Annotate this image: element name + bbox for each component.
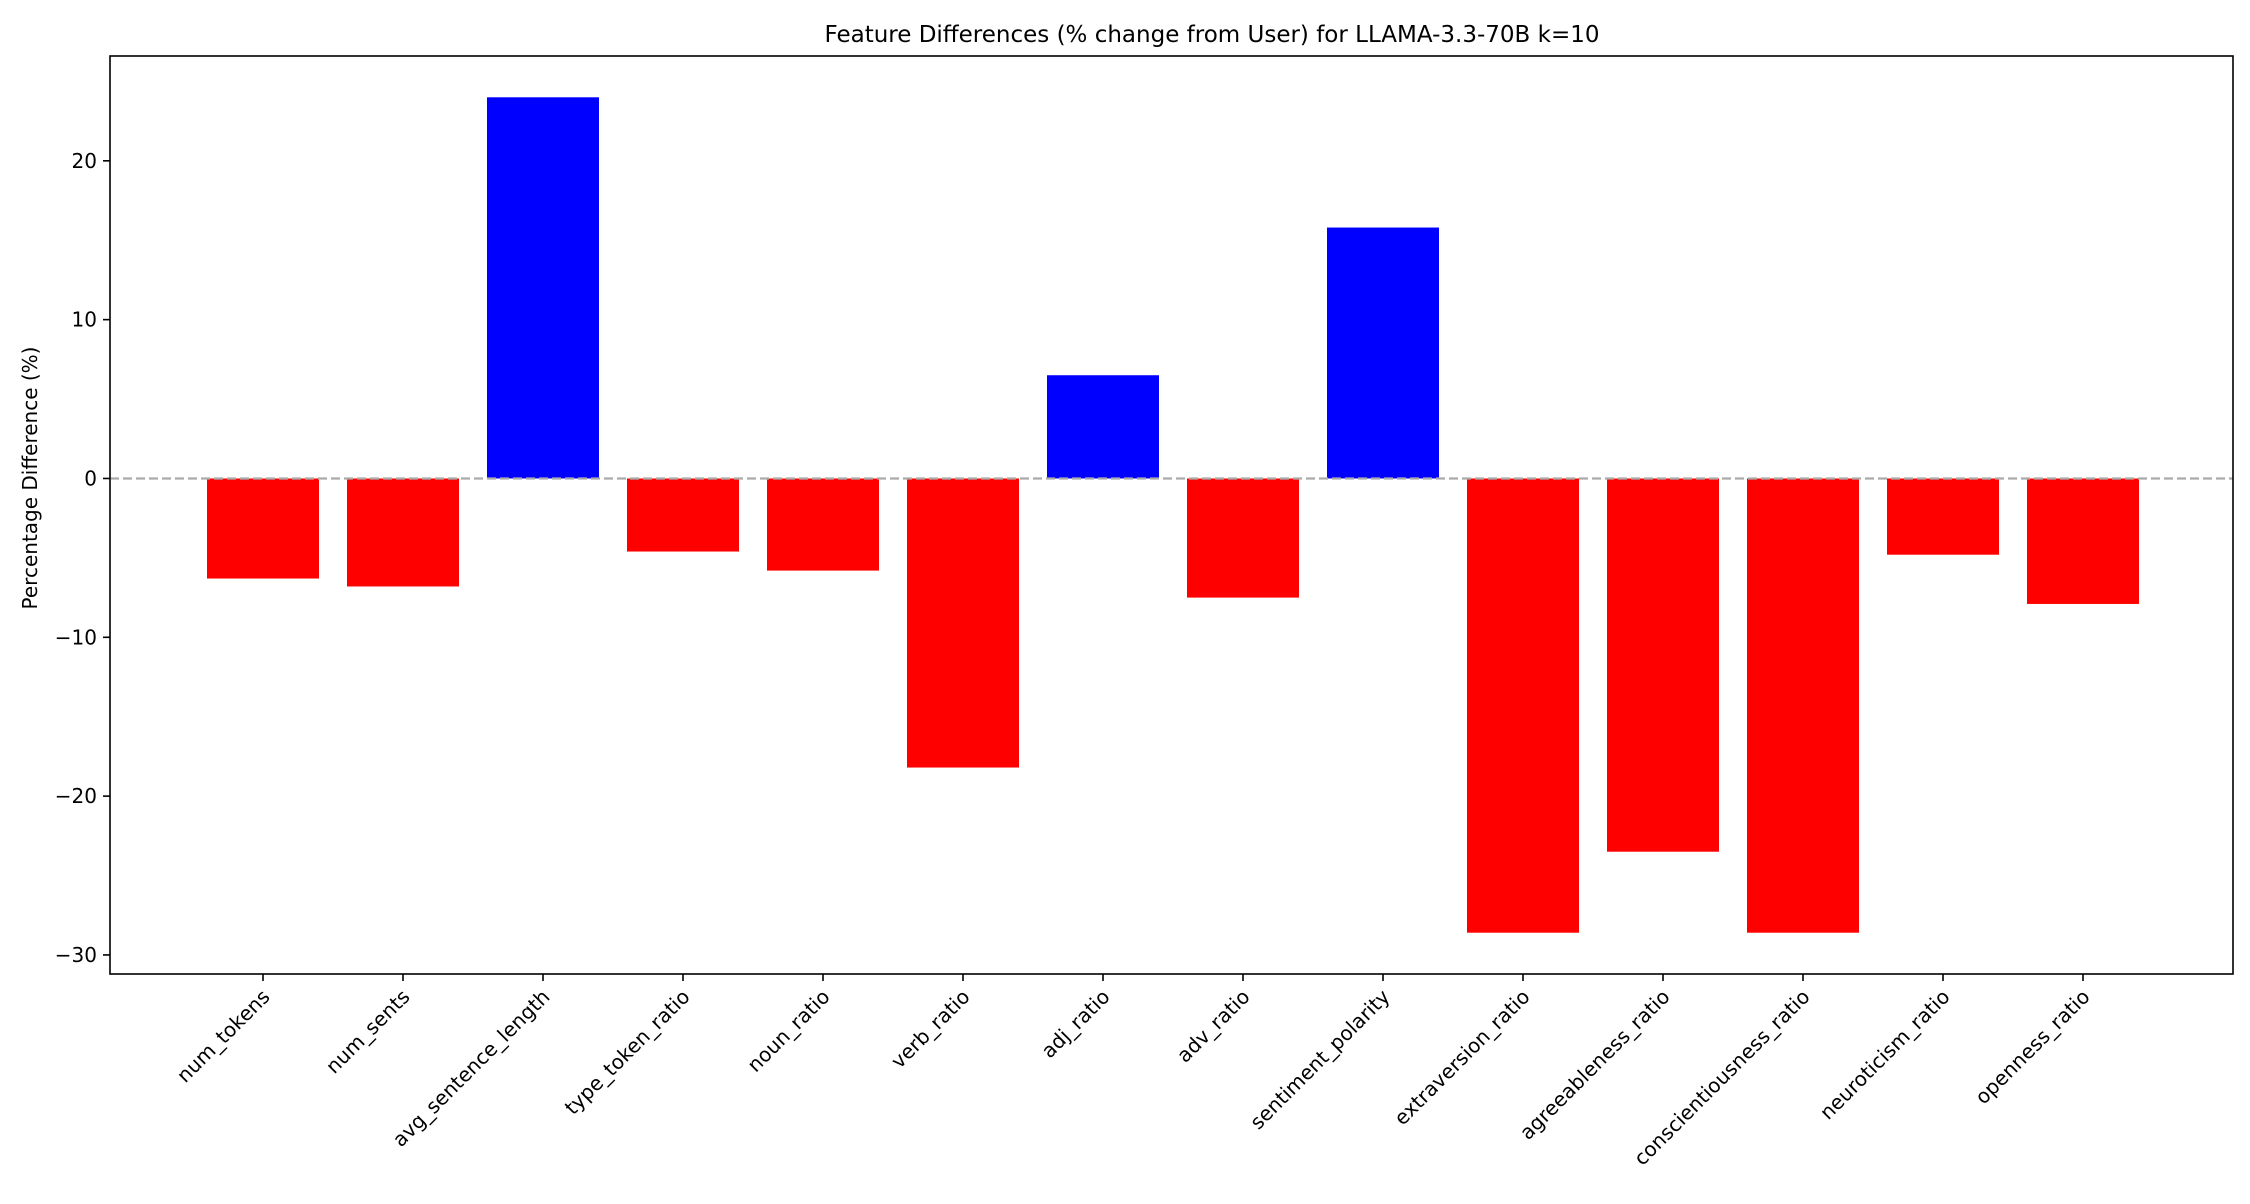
bar-conscientiousness_ratio — [1747, 478, 1859, 933]
x-tick-label: openness_ratio — [1970, 985, 2094, 1109]
bar-avg_sentence_length — [487, 97, 599, 479]
axes-frame — [109, 55, 2234, 975]
bar-verb_ratio — [907, 478, 1019, 768]
x-tick-label: neuroticism_ratio — [1815, 985, 1955, 1125]
bar-num_tokens — [207, 478, 319, 579]
x-tick-label: verb_ratio — [886, 985, 975, 1074]
y-ticks-layer: −30 −20 −10 0 10 20 — [55, 149, 110, 967]
x-tick-label: type_token_ratio — [560, 985, 695, 1120]
y-axis-label: Percentage Difference (%) — [18, 347, 42, 610]
y-tick-label: 10 — [72, 308, 97, 332]
bar-adv_ratio — [1187, 478, 1299, 598]
y-tick-label: 0 — [84, 466, 97, 490]
bar-noun_ratio — [767, 478, 879, 571]
x-tick-label: adj_ratio — [1036, 985, 1114, 1063]
y-tick-label: −30 — [55, 943, 97, 967]
axes-layer — [109, 55, 2234, 975]
bar-openness_ratio — [2027, 478, 2139, 604]
x-tick-label: adv_ratio — [1172, 985, 1255, 1068]
x-tick-label: sentiment_polarity — [1245, 984, 1395, 1134]
x-tick-label: noun_ratio — [742, 985, 834, 1077]
x-tick-label: extraversion_ratio — [1389, 985, 1534, 1130]
bar-adj_ratio — [1047, 375, 1159, 479]
x-tick-label: num_tokens — [172, 985, 275, 1088]
chart-title: Feature Differences (% change from User)… — [824, 22, 1599, 48]
x-tick-label: agreeableness_ratio — [1515, 985, 1675, 1145]
bar-extraversion_ratio — [1467, 478, 1579, 933]
y-tick-label: −10 — [55, 625, 97, 649]
bar-num_sents — [347, 478, 459, 587]
bar-type_token_ratio — [627, 478, 739, 552]
y-tick-label: −20 — [55, 784, 97, 808]
bar-sentiment_polarity — [1327, 227, 1439, 479]
bar-agreeableness_ratio — [1607, 478, 1719, 852]
x-tick-label: num_sents — [321, 985, 415, 1079]
bars-layer — [207, 97, 2139, 933]
x-tick-label: avg_sentence_length — [388, 985, 555, 1152]
bar-neuroticism_ratio — [1887, 478, 1999, 555]
y-tick-label: 20 — [72, 149, 97, 173]
